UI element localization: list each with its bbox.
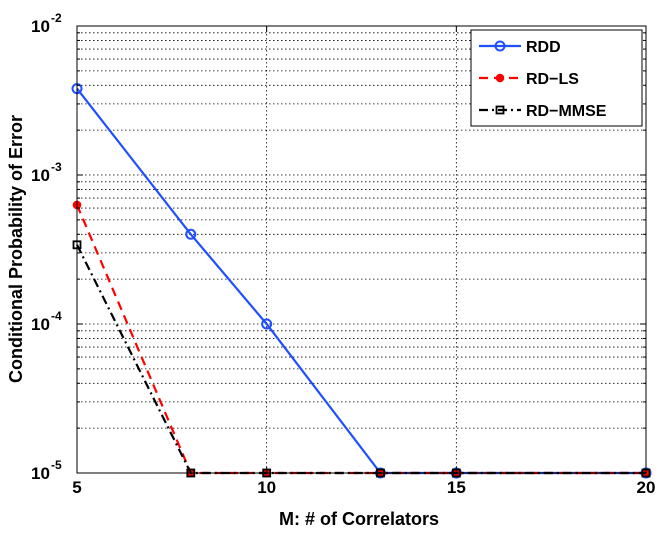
y-tick-label: 10 -4 <box>31 309 62 334</box>
legend-marker <box>495 105 505 115</box>
x-tick-label: 20 <box>637 478 656 497</box>
y-tick-base: 10 <box>31 315 50 334</box>
y-tick-base: 10 <box>31 166 50 185</box>
y-tick-exponent: -5 <box>51 458 62 472</box>
legend: RDD RD−LS RD−MMSE <box>470 29 643 127</box>
y-tick-base: 10 <box>31 464 50 483</box>
data-point <box>185 228 197 240</box>
y-tick-exponent: -4 <box>51 309 62 323</box>
legend-marker <box>495 73 505 83</box>
legend-label: RD−MMSE <box>526 103 607 120</box>
x-tick-label: 5 <box>72 478 81 497</box>
legend-entry: RD−LS <box>479 71 579 88</box>
y-tick-base: 10 <box>31 17 50 36</box>
grid-layer <box>77 26 646 473</box>
legend-label: RDD <box>526 39 561 56</box>
y-tick-exponent: -2 <box>51 11 62 25</box>
legend-entry: RDD <box>479 39 561 56</box>
legend-entry: RD−MMSE <box>479 103 607 120</box>
x-axis-label: M: # of Correlators <box>279 509 439 529</box>
y-tick-exponent: -3 <box>51 160 62 174</box>
x-tick-label: 15 <box>447 478 466 497</box>
y-tick-label: 10 -3 <box>31 160 62 185</box>
legend-label: RD−LS <box>526 71 579 88</box>
plot-frame <box>76 25 647 474</box>
data-point <box>261 318 273 330</box>
x-tick-label: 10 <box>257 478 276 497</box>
y-tick-label: 10 -5 <box>31 458 62 483</box>
y-axis-label: Conditional Probability of Error <box>6 115 26 383</box>
legend-marker <box>494 40 506 52</box>
y-tick-label: 10 -2 <box>31 11 62 36</box>
